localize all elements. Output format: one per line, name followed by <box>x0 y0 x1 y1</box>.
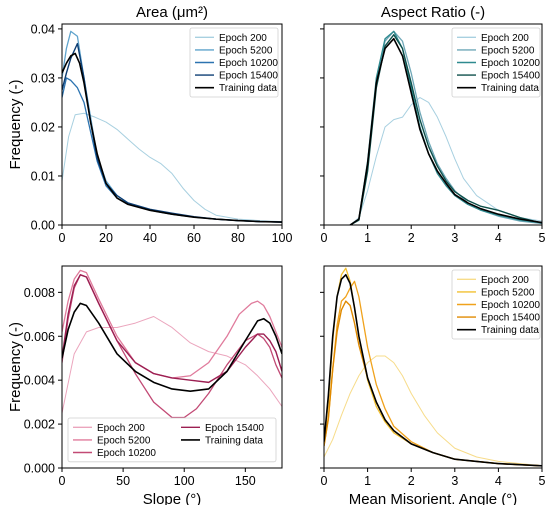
series-group <box>62 269 282 419</box>
plot-frame <box>61 23 283 226</box>
x-tick-label: 5 <box>539 474 546 488</box>
x-tick-label: 0 <box>59 231 66 245</box>
x-tick-label: 0 <box>321 474 328 488</box>
x-axis-label: Mean Misorient. Angle (°) <box>349 491 518 505</box>
x-tick-label: 20 <box>99 231 113 245</box>
y-tick-label: 0.002 <box>24 418 55 432</box>
y-tick-label: 0.03 <box>31 71 55 85</box>
y-tick-label: 0.00 <box>31 219 55 233</box>
series-line-training-data <box>324 273 542 467</box>
legend-label: Training data <box>481 325 539 336</box>
panel-3: 0 50 100 150 0.000 0.002 0.004 0.006 0.008 Slope … <box>7 265 283 505</box>
legend-label: Epoch 15400 <box>219 71 278 82</box>
legend-label: Epoch 200 <box>97 423 145 434</box>
legend-label: Epoch 5200 <box>97 435 151 446</box>
x-tick-label: 60 <box>187 231 201 245</box>
legend-label: Epoch 10200 <box>97 448 156 459</box>
x-tick-label: 5 <box>539 231 546 245</box>
legend-box <box>189 27 279 98</box>
y-axis-label: Frequency (-) <box>7 322 24 412</box>
legend-label: Epoch 200 <box>481 275 529 286</box>
legend-box <box>451 27 541 98</box>
series-group <box>62 30 282 223</box>
series-line-epoch-5200 <box>62 269 282 379</box>
series-line-training-data <box>62 52 282 223</box>
series-line-training-data <box>349 37 542 225</box>
x-tick-label: 1 <box>364 231 371 245</box>
legend-label: Epoch 15400 <box>481 71 540 82</box>
series-line-epoch-15400 <box>62 274 282 384</box>
y-tick-label: 0.01 <box>31 169 55 183</box>
x-tick-label: 40 <box>143 231 157 245</box>
series-group <box>349 30 542 225</box>
series-line-epoch-200 <box>62 112 282 223</box>
legend-box <box>451 269 541 340</box>
series-line-epoch-200 <box>62 316 282 414</box>
legend-box <box>67 417 277 463</box>
legend-label: Epoch 10200 <box>481 300 540 311</box>
legend-label: Epoch 15400 <box>481 313 540 324</box>
x-tick-label: 50 <box>116 474 130 488</box>
x-tick-label: 150 <box>235 474 256 488</box>
y-tick-label: 0.000 <box>24 462 55 476</box>
plot-frame <box>323 265 543 469</box>
x-tick-label: 1 <box>364 474 371 488</box>
y-tick-label: 0.004 <box>24 374 55 388</box>
y-tick-label: 0.008 <box>24 286 55 300</box>
series-line-epoch-200 <box>324 355 542 467</box>
y-tick-label: 0.006 <box>24 330 55 344</box>
panel-1: 0 20 40 60 80 100 0.00 0.01 0.02 0.03 0.04 Area (μm… <box>7 4 292 245</box>
x-tick-label: 0 <box>321 231 328 245</box>
legend-label: Epoch 200 <box>481 33 529 44</box>
plot-frame <box>61 265 283 469</box>
x-tick-label: 0 <box>59 474 66 488</box>
legend-label: Training data <box>205 435 263 446</box>
series-line-epoch-200 <box>349 97 542 225</box>
legend-label: Epoch 5200 <box>481 287 535 298</box>
y-tick-label: 0.02 <box>31 120 55 134</box>
series-line-training-data <box>62 302 282 392</box>
x-tick-label: 80 <box>231 231 245 245</box>
x-tick-label: 100 <box>272 231 293 245</box>
x-tick-label: 3 <box>451 231 458 245</box>
x-tick-label: 2 <box>408 474 415 488</box>
plot-frame <box>323 23 543 226</box>
legend-label: Epoch 200 <box>219 33 267 44</box>
x-tick-label: 4 <box>495 474 502 488</box>
legend-label: Training data <box>481 83 539 94</box>
panel-title: Area (μm²) <box>136 4 208 21</box>
legend-label: Epoch 10200 <box>219 58 278 69</box>
x-tick-label: 4 <box>495 231 502 245</box>
legend-label: Epoch 15400 <box>205 423 264 434</box>
x-tick-label: 3 <box>451 474 458 488</box>
legend-label: Epoch 5200 <box>481 45 535 56</box>
panel-title: Aspect Ratio (-) <box>381 4 485 21</box>
x-tick-label: 2 <box>408 231 415 245</box>
legend-label: Training data <box>219 83 277 94</box>
legend-label: Epoch 10200 <box>481 58 540 69</box>
legend-label: Epoch 5200 <box>219 45 273 56</box>
y-tick-label: 0.04 <box>31 22 55 36</box>
series-group <box>324 267 542 467</box>
x-axis-label: Slope (°) <box>143 491 202 505</box>
x-tick-label: 100 <box>174 474 195 488</box>
panel-4: 0 1 2 3 4 5 Mean Misorient. Angle (°) Epoch 200… <box>320 265 546 505</box>
y-axis-label: Frequency (-) <box>7 79 24 169</box>
